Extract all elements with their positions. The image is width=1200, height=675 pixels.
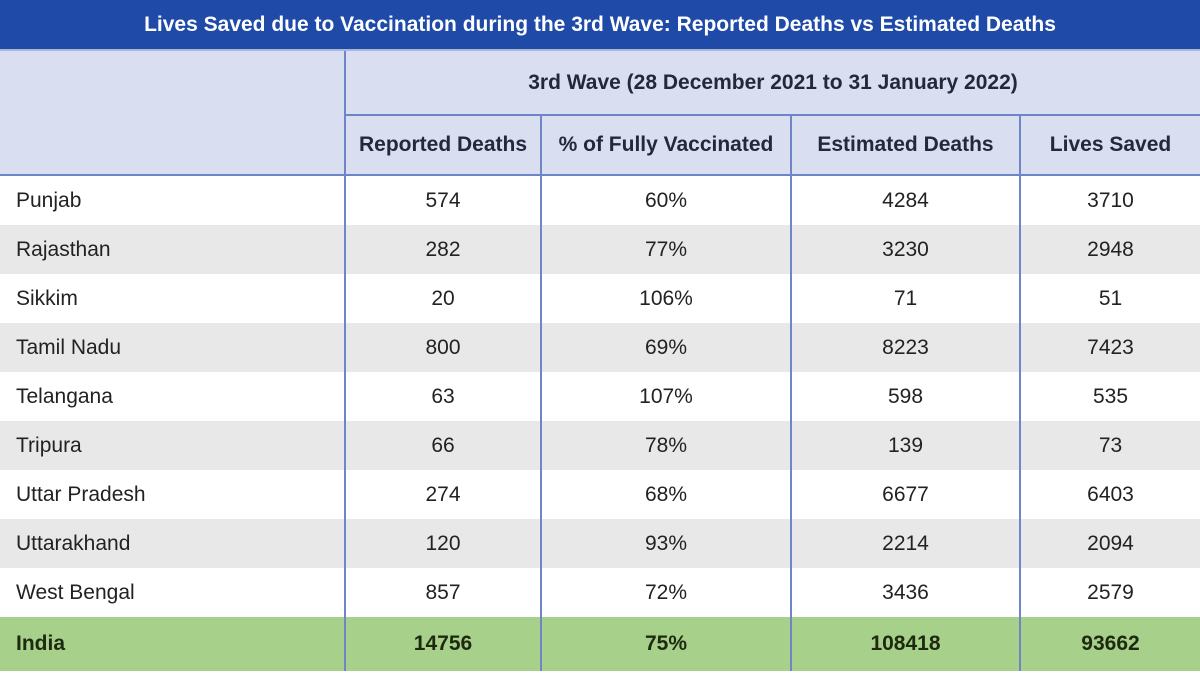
state-cell: West Bengal — [0, 568, 345, 617]
lives-saved-cell: 2094 — [1019, 519, 1200, 568]
table-row: Tamil Nadu 800 69% 8223 7423 — [0, 323, 1200, 372]
reported-deaths-cell: 282 — [344, 225, 541, 274]
lives-saved-cell: 2579 — [1019, 568, 1200, 617]
reported-deaths-cell: 120 — [344, 519, 541, 568]
total-reported-deaths-cell: 14756 — [344, 617, 541, 671]
state-column-header-spacer — [0, 115, 345, 176]
vaccinated-cell: 107% — [540, 372, 791, 421]
total-state-cell: India — [0, 617, 345, 671]
lives-saved-cell: 51 — [1019, 274, 1200, 323]
state-cell: Tripura — [0, 421, 345, 470]
estimated-deaths-cell: 3436 — [790, 568, 1020, 617]
state-cell: Sikkim — [0, 274, 345, 323]
vaccinated-cell: 60% — [540, 175, 791, 225]
estimated-deaths-cell: 8223 — [790, 323, 1020, 372]
reported-deaths-cell: 274 — [344, 470, 541, 519]
state-cell: Tamil Nadu — [0, 323, 345, 372]
state-cell: Rajasthan — [0, 225, 345, 274]
table-row: Punjab 574 60% 4284 3710 — [0, 175, 1200, 225]
reported-deaths-cell: 574 — [344, 175, 541, 225]
estimated-deaths-cell: 6677 — [790, 470, 1020, 519]
table-row: Rajasthan 282 77% 3230 2948 — [0, 225, 1200, 274]
estimated-deaths-cell: 4284 — [790, 175, 1020, 225]
header-row-columns: Reported Deaths % of Fully Vaccinated Es… — [0, 115, 1200, 176]
deaths-table: 3rd Wave (28 December 2021 to 31 January… — [0, 51, 1200, 671]
lives-saved-cell: 6403 — [1019, 470, 1200, 519]
estimated-deaths-cell: 139 — [790, 421, 1020, 470]
state-cell: Telangana — [0, 372, 345, 421]
vaccinated-cell: 78% — [540, 421, 791, 470]
estimated-deaths-cell: 3230 — [790, 225, 1020, 274]
lives-saved-cell: 73 — [1019, 421, 1200, 470]
vaccinated-cell: 106% — [540, 274, 791, 323]
column-header-reported-deaths: Reported Deaths — [344, 115, 541, 176]
estimated-deaths-cell: 71 — [790, 274, 1020, 323]
table-row: West Bengal 857 72% 3436 2579 — [0, 568, 1200, 617]
header-row-wave: 3rd Wave (28 December 2021 to 31 January… — [0, 51, 1200, 116]
table-title: Lives Saved due to Vaccination during th… — [0, 0, 1200, 51]
table-row: Telangana 63 107% 598 535 — [0, 372, 1200, 421]
vaccinated-cell: 93% — [540, 519, 791, 568]
vaccinated-cell: 68% — [540, 470, 791, 519]
table-row: Uttarakhand 120 93% 2214 2094 — [0, 519, 1200, 568]
total-row: India 14756 75% 108418 93662 — [0, 617, 1200, 671]
table-row: Tripura 66 78% 139 73 — [0, 421, 1200, 470]
lives-saved-cell: 7423 — [1019, 323, 1200, 372]
reported-deaths-cell: 857 — [344, 568, 541, 617]
column-header-lives-saved: Lives Saved — [1019, 115, 1200, 176]
estimated-deaths-cell: 2214 — [790, 519, 1020, 568]
lives-saved-cell: 535 — [1019, 372, 1200, 421]
total-vaccinated-cell: 75% — [540, 617, 791, 671]
lives-saved-cell: 2948 — [1019, 225, 1200, 274]
column-header-estimated-deaths: Estimated Deaths — [790, 115, 1020, 176]
table-row: Uttar Pradesh 274 68% 6677 6403 — [0, 470, 1200, 519]
reported-deaths-cell: 63 — [344, 372, 541, 421]
vaccinated-cell: 69% — [540, 323, 791, 372]
table-body: Punjab 574 60% 4284 3710 Rajasthan 282 77% 3230 2… — [0, 175, 1200, 671]
column-header-fully-vaccinated: % of Fully Vaccinated — [540, 115, 791, 176]
state-cell: Uttar Pradesh — [0, 470, 345, 519]
estimated-deaths-cell: 598 — [790, 372, 1020, 421]
vaccinated-cell: 77% — [540, 225, 791, 274]
reported-deaths-cell: 20 — [344, 274, 541, 323]
state-cell: Punjab — [0, 175, 345, 225]
lives-saved-cell: 3710 — [1019, 175, 1200, 225]
reported-deaths-cell: 66 — [344, 421, 541, 470]
state-cell: Uttarakhand — [0, 519, 345, 568]
total-lives-saved-cell: 93662 — [1019, 617, 1200, 671]
reported-deaths-cell: 800 — [344, 323, 541, 372]
table-row: Sikkim 20 106% 71 51 — [0, 274, 1200, 323]
vaccinated-cell: 72% — [540, 568, 791, 617]
state-column-header — [0, 51, 345, 115]
wave-period-header: 3rd Wave (28 December 2021 to 31 January… — [344, 51, 1200, 116]
total-estimated-deaths-cell: 108418 — [790, 617, 1020, 671]
